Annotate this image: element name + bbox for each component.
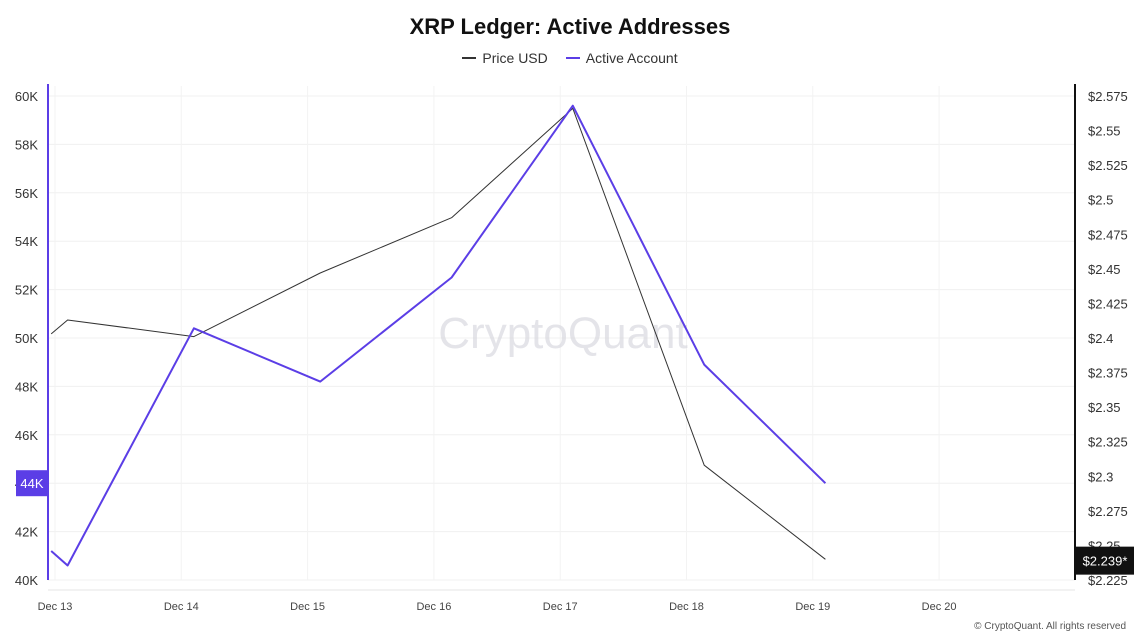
y-right-tick-label: $2.45 <box>1088 262 1121 277</box>
y-left-tick-label: 40K <box>15 573 38 588</box>
y-right-highlight-label: $2.239* <box>1083 554 1128 569</box>
y-left-tick-label: 46K <box>15 428 38 443</box>
legend-swatch-price <box>462 57 477 59</box>
series-line-active-account <box>50 104 827 567</box>
y-right-tick-label: $2.425 <box>1088 296 1128 311</box>
legend-item-price[interactable]: Price USD <box>462 50 548 66</box>
y-right-tick-label: $2.475 <box>1088 227 1128 242</box>
y-right-tick-label: $2.225 <box>1088 573 1128 588</box>
x-tick-label: Dec 15 <box>290 601 325 613</box>
legend-label-active-account: Active Account <box>585 50 678 66</box>
x-tick-label: Dec 13 <box>38 601 73 613</box>
y-left-tick-label: 60K <box>15 89 38 104</box>
y-right-highlight-badge <box>1076 546 1134 575</box>
series-line-price-usd <box>50 107 826 560</box>
y-right-tick-label: $2.375 <box>1088 366 1128 381</box>
y-right-tick-label: $2.325 <box>1088 435 1128 450</box>
legend: Price USD Active Account <box>0 50 1140 66</box>
y-left-tick-label: 58K <box>15 137 38 152</box>
x-tick-label: Dec 18 <box>669 601 704 613</box>
chart-title: XRP Ledger: Active Addresses <box>409 14 731 39</box>
y-right-tick-label: $2.5 <box>1088 193 1113 208</box>
legend-label-price: Price USD <box>482 50 548 66</box>
y-right-tick-label: $2.575 <box>1088 89 1128 104</box>
y-left-tick-label: 52K <box>15 283 38 298</box>
x-tick-label: Dec 17 <box>543 601 578 613</box>
x-tick-label: Dec 16 <box>416 601 451 613</box>
y-right-tick-label: $2.3 <box>1088 469 1113 484</box>
watermark-text: CryptoQuant <box>438 309 687 358</box>
x-tick-label: Dec 20 <box>922 601 957 613</box>
y-left-tick-label: 48K <box>15 379 38 394</box>
legend-item-active-account[interactable]: Active Account <box>565 50 678 66</box>
y-right-tick-label: $2.275 <box>1088 504 1128 519</box>
y-right-tick-label: $2.525 <box>1088 158 1128 173</box>
y-left-highlight-label: 44K <box>20 476 43 491</box>
x-tick-label: Dec 14 <box>164 601 199 613</box>
x-tick-label: Dec 19 <box>795 601 830 613</box>
y-left-highlight-badge <box>16 470 48 497</box>
y-left-tick-label: 42K <box>15 525 38 540</box>
legend-swatch-active-account <box>565 57 580 59</box>
copyright-footer: © CryptoQuant. All rights reserved <box>974 621 1126 632</box>
y-right-tick-label: $2.55 <box>1088 124 1121 139</box>
y-right-tick-label: $2.35 <box>1088 400 1121 415</box>
y-right-tick-label: $2.4 <box>1088 331 1113 346</box>
y-left-tick-label: 54K <box>15 234 38 249</box>
y-left-tick-label: 56K <box>15 186 38 201</box>
y-left-tick-label: 50K <box>15 331 38 346</box>
